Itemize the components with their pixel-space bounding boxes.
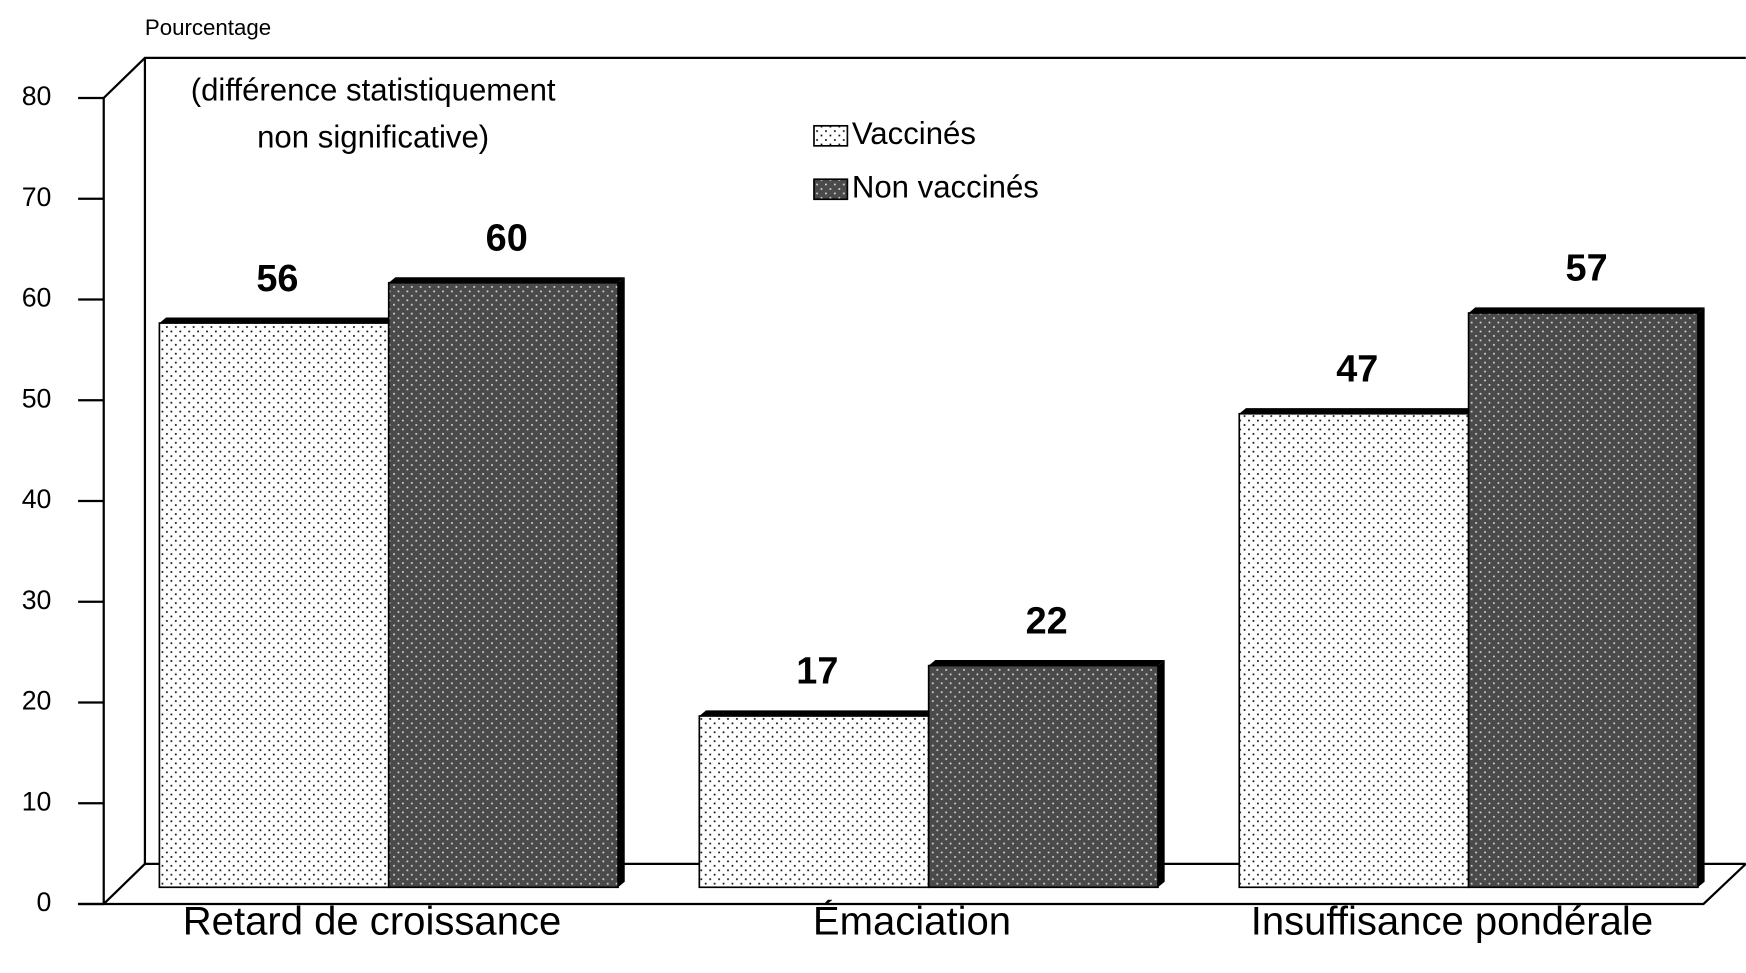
bar <box>1238 412 1470 889</box>
legend-swatch <box>813 178 849 201</box>
annotation: non significative) <box>257 119 489 154</box>
y-tick-label: 30 <box>22 585 52 615</box>
y-tick-label: 0 <box>37 887 52 917</box>
bar-top <box>159 317 396 324</box>
value-label: 56 <box>256 258 298 300</box>
bar <box>158 322 390 889</box>
bar-top <box>388 277 625 283</box>
bar <box>698 715 930 889</box>
floor-back <box>102 862 1746 905</box>
value-label: 60 <box>486 217 528 259</box>
y-tick-label: 10 <box>22 786 52 816</box>
value-label: 57 <box>1566 248 1608 290</box>
bar-top <box>1239 408 1476 414</box>
x-tick-label: Émaciation <box>813 899 1011 944</box>
y-axis-label: Pourcentage <box>145 15 271 40</box>
bar-top <box>1468 307 1705 313</box>
value-label: 17 <box>796 651 838 693</box>
bar-side <box>1157 660 1165 888</box>
bar <box>387 281 619 889</box>
legend-label: Non vaccinés <box>852 169 1039 204</box>
bar <box>1467 312 1699 889</box>
y-tick-label: 40 <box>22 484 52 514</box>
y-tick-label: 70 <box>22 182 52 212</box>
bar-side <box>1697 307 1705 888</box>
y-tick-label: 50 <box>22 383 52 413</box>
floor-front <box>78 863 1746 906</box>
value-label: 22 <box>1026 600 1068 642</box>
legend-label: Vaccinés <box>852 116 976 151</box>
y-tick-label: 60 <box>22 283 52 313</box>
bar <box>927 664 1159 889</box>
value-label: 47 <box>1336 348 1378 390</box>
bar-top <box>699 710 936 717</box>
x-tick-label: Retard de croissance <box>183 900 562 944</box>
bar-top <box>928 660 1165 666</box>
annotation: (différence statistiquement <box>191 73 556 108</box>
bar-side <box>618 277 625 888</box>
y-tick-label: 80 <box>22 81 52 111</box>
legend-swatch <box>813 124 849 147</box>
y-tick-label: 20 <box>22 686 52 716</box>
x-tick-label: Insuffisance pondérale <box>1251 900 1653 944</box>
